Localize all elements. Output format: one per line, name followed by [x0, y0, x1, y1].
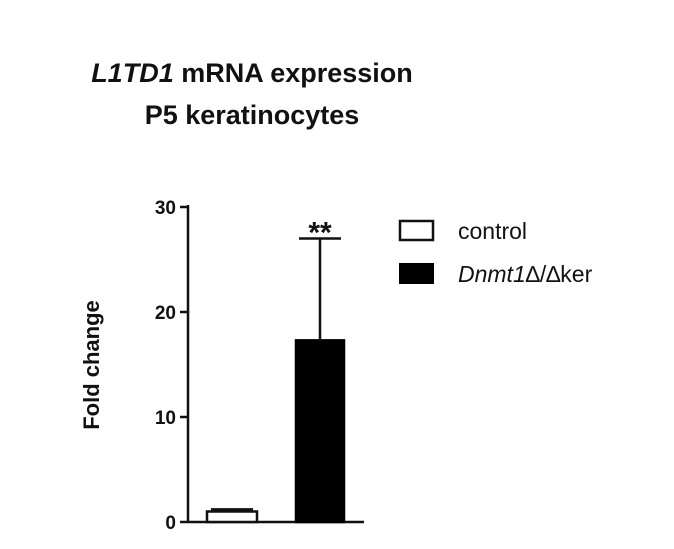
bars: [205, 339, 346, 524]
y-tick-label: 20: [155, 303, 176, 324]
legend-swatch-dnmt1: [399, 263, 434, 284]
legend-swatch-control: [398, 219, 435, 242]
y-tick-label: 0: [165, 513, 176, 534]
error-bars: [211, 237, 341, 512]
y-tick-label: 30: [155, 198, 176, 219]
bar-1: [294, 339, 346, 524]
bar-0: [205, 510, 259, 524]
legend: control Dnmt1∆/∆ker: [398, 218, 593, 287]
legend-label-dnmt1: Dnmt1∆/∆ker: [458, 261, 593, 287]
y-ticks: 0 10 20 30: [155, 198, 188, 534]
legend-label-control: control: [458, 218, 527, 244]
annotations: **: [308, 217, 332, 250]
chart-title-rest: mRNA expression: [174, 58, 413, 88]
legend-label-dnmt1-gene: Dnmt1: [458, 261, 526, 287]
legend-label-dnmt1-rest: ∆/∆ker: [526, 261, 593, 287]
y-tick-label: 10: [155, 408, 176, 429]
y-axis-label: Fold change: [79, 300, 104, 430]
chart-title-gene: L1TD1: [91, 58, 174, 88]
chart-title-line1: L1TD1 mRNA expression: [91, 58, 413, 88]
chart-title-line2: P5 keratinocytes: [145, 100, 360, 130]
significance-label: **: [308, 217, 332, 250]
